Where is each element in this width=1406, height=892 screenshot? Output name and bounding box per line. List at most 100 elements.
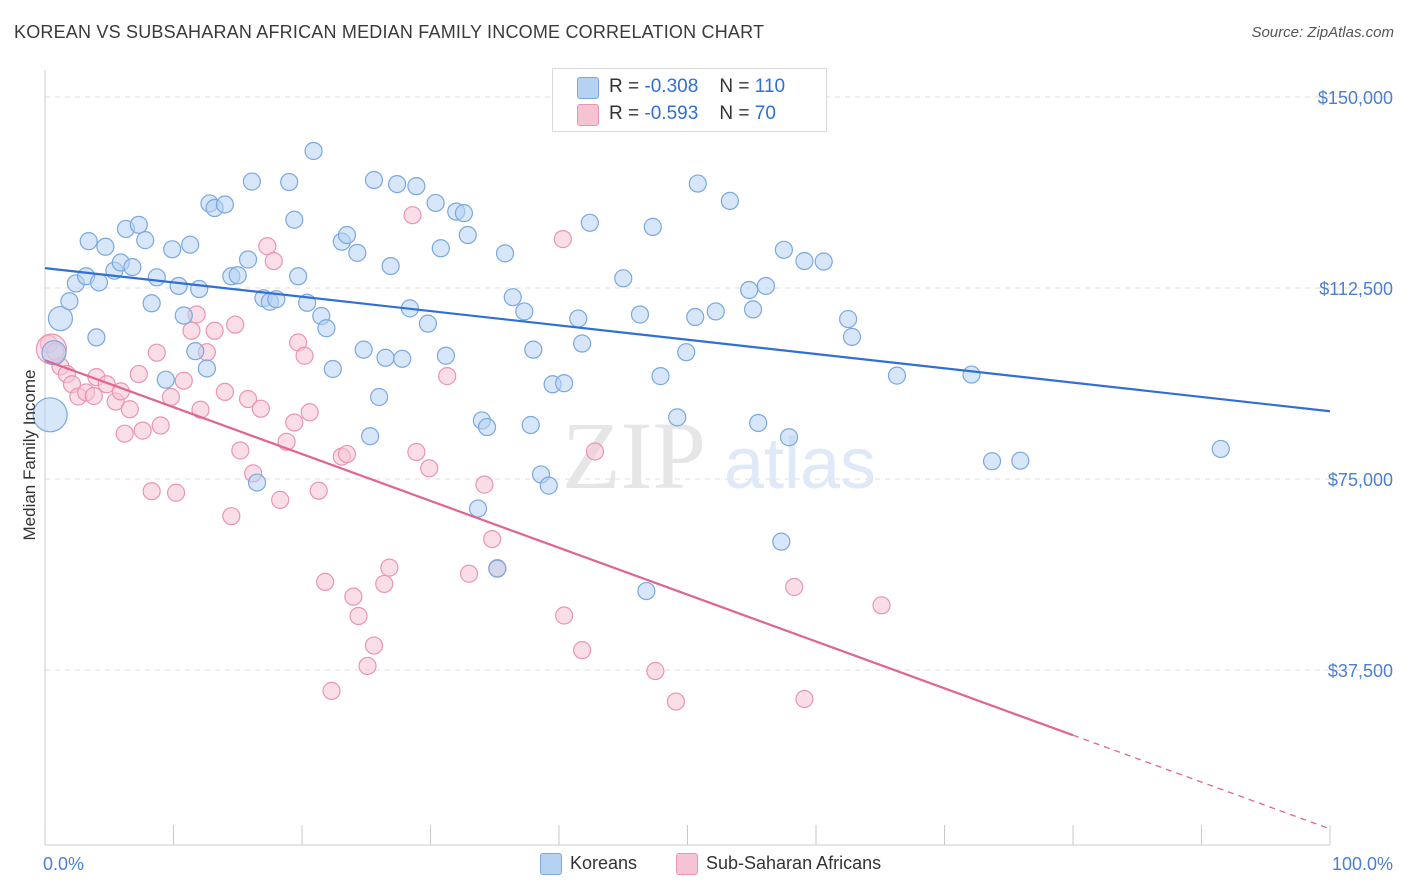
point-korean	[96, 237, 115, 256]
point-african	[380, 558, 399, 577]
point-korean	[431, 239, 450, 258]
point-african	[238, 389, 258, 409]
n-value-africans: 70	[754, 103, 776, 124]
r-label: R =	[609, 103, 640, 124]
point-korean	[169, 276, 188, 296]
point-korean	[651, 367, 670, 386]
point-korean	[174, 306, 193, 325]
point-korean	[215, 195, 234, 214]
point-korean	[129, 215, 148, 234]
point-korean	[569, 309, 588, 328]
point-korean	[795, 251, 814, 271]
point-korean	[720, 191, 740, 211]
point-korean	[706, 302, 725, 321]
point-korean	[317, 319, 336, 338]
point-african	[872, 596, 891, 615]
point-korean	[1211, 439, 1230, 459]
point-african	[226, 315, 245, 334]
africans-legend-swatch	[676, 853, 698, 875]
series-koreans	[32, 100, 1230, 601]
point-korean	[488, 559, 507, 578]
point-african	[147, 343, 166, 362]
point-korean	[962, 365, 981, 384]
correlation-legend: R = -0.308 N = 110 R = -0.593 N = 70	[552, 68, 827, 132]
point-korean	[364, 170, 384, 190]
point-korean	[573, 334, 592, 353]
point-korean	[197, 359, 217, 378]
point-korean	[190, 279, 209, 299]
point-african	[403, 206, 422, 225]
point-african	[84, 386, 103, 406]
point-korean	[839, 309, 858, 329]
point-african	[316, 572, 335, 591]
point-korean	[89, 273, 109, 292]
point-african	[475, 475, 494, 494]
point-korean	[123, 258, 142, 277]
trend-line-koreans	[44, 267, 1331, 413]
point-korean	[370, 387, 389, 407]
point-african	[166, 483, 186, 502]
point-african	[364, 636, 384, 655]
point-korean	[524, 340, 543, 359]
point-african	[438, 367, 457, 386]
point-african	[120, 400, 139, 419]
point-african	[271, 490, 290, 509]
koreans-legend-swatch	[540, 853, 562, 875]
point-korean	[323, 359, 342, 379]
point-korean	[348, 243, 367, 262]
point-korean	[228, 266, 247, 285]
point-korean	[454, 204, 474, 223]
point-korean	[637, 581, 656, 601]
point-korean	[418, 314, 438, 333]
point-korean	[887, 366, 907, 385]
point-korean	[779, 428, 799, 447]
point-african	[133, 421, 152, 440]
africans-swatch	[577, 104, 599, 126]
point-african	[205, 321, 224, 340]
point-korean	[539, 476, 558, 495]
point-african	[795, 689, 814, 709]
point-african	[182, 321, 201, 340]
point-korean	[304, 141, 323, 161]
point-african	[420, 459, 439, 478]
point-african	[459, 564, 479, 583]
point-korean	[580, 213, 599, 232]
point-korean	[677, 343, 696, 362]
point-korean	[407, 177, 426, 196]
point-korean	[756, 276, 775, 296]
point-african	[375, 574, 394, 594]
point-korean	[280, 172, 299, 192]
point-korean	[521, 415, 540, 435]
point-african	[309, 481, 328, 500]
point-african	[115, 424, 134, 443]
point-korean	[242, 172, 261, 191]
y-axis-label: Median Family Income	[20, 369, 39, 540]
point-korean	[1011, 451, 1030, 470]
source-label: Source: ZipAtlas.com	[1251, 24, 1394, 41]
point-korean	[774, 240, 793, 259]
point-korean	[47, 305, 74, 332]
r-value-koreans: -0.308	[644, 76, 699, 97]
point-korean	[79, 232, 98, 251]
point-korean	[982, 452, 1002, 471]
point-african	[646, 661, 665, 681]
point-korean	[555, 374, 574, 393]
point-korean	[668, 408, 687, 427]
point-korean	[614, 269, 633, 288]
n-label: N =	[719, 103, 750, 124]
point-korean	[354, 340, 373, 359]
point-korean	[643, 217, 662, 236]
point-korean	[247, 473, 267, 492]
gridlines	[45, 96, 1395, 671]
point-korean	[630, 305, 650, 324]
y-tick-label: $75,000	[1328, 470, 1393, 490]
point-korean	[186, 342, 205, 361]
point-korean	[515, 302, 534, 321]
point-african	[337, 444, 357, 464]
r-value-africans: -0.593	[644, 103, 699, 124]
point-korean	[238, 250, 258, 269]
point-african	[215, 382, 234, 402]
point-african	[666, 692, 686, 711]
africans-legend-label: Sub-Saharan Africans	[706, 853, 882, 873]
point-african	[251, 399, 270, 418]
